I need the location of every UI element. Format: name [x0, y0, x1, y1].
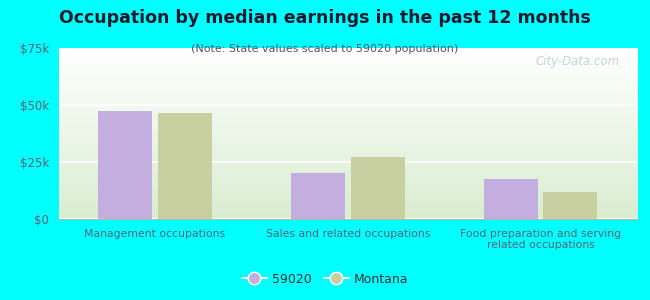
- Legend: 59020, Montana: 59020, Montana: [237, 268, 413, 291]
- Bar: [158, 113, 212, 219]
- Bar: [98, 111, 152, 219]
- Text: (Note: State values scaled to 59020 population): (Note: State values scaled to 59020 popu…: [191, 44, 459, 53]
- Text: Occupation by median earnings in the past 12 months: Occupation by median earnings in the pas…: [59, 9, 591, 27]
- Text: City-Data.com: City-Data.com: [536, 55, 619, 68]
- Bar: [291, 173, 345, 219]
- Bar: [350, 158, 405, 219]
- Bar: [484, 179, 538, 219]
- Bar: [543, 192, 597, 219]
